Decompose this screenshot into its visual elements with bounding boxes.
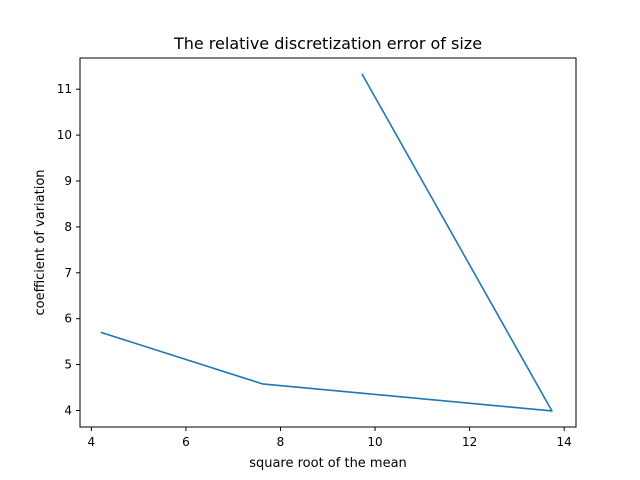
- x-tick-label: 10: [367, 435, 382, 449]
- x-tick-label: 6: [182, 435, 190, 449]
- y-tick-label: 6: [64, 312, 72, 326]
- axis-ticks: 4 6 8 10 12 14 4 5 6 7 8 9 10 11: [57, 82, 572, 449]
- y-tick-label: 11: [57, 82, 72, 96]
- y-tick-label: 4: [64, 403, 72, 417]
- y-tick-label: 8: [64, 220, 72, 234]
- x-tick-label: 4: [88, 435, 96, 449]
- x-tick-label: 8: [277, 435, 285, 449]
- y-axis-label: coefficient of variation: [33, 169, 48, 315]
- y-tick-label: 9: [64, 174, 72, 188]
- y-tick-label: 10: [57, 128, 72, 142]
- series-line: [100, 73, 553, 412]
- series-group: [100, 73, 553, 412]
- x-tick-label: 12: [462, 435, 477, 449]
- y-tick-label: 7: [64, 266, 72, 280]
- x-tick-label: 14: [557, 435, 572, 449]
- plot-frame: [79, 57, 577, 428]
- y-tick-label: 5: [64, 358, 72, 372]
- chart-title: The relative discretization error of siz…: [173, 34, 482, 53]
- x-axis-label: square root of the mean: [249, 456, 407, 471]
